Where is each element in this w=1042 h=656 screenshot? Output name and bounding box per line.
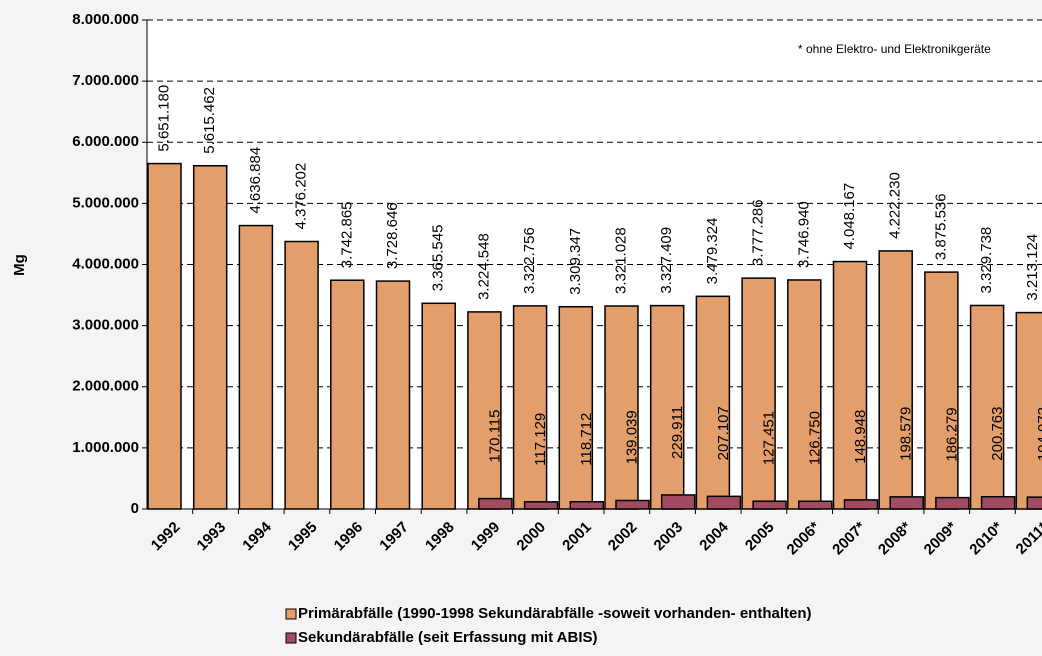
legend-label: Sekundärabfälle (seit Erfassung mit ABIS… (298, 629, 598, 646)
bar (467, 311, 502, 510)
bar (512, 305, 548, 510)
bar (649, 304, 685, 510)
value-label: 194.073 (1035, 407, 1042, 461)
value-label: 118.712 (578, 413, 595, 466)
bar (969, 304, 1005, 510)
value-label: 3.742.865 (338, 201, 355, 268)
value-label: 4.048.167 (841, 183, 858, 250)
value-label: 3.875.536 (932, 193, 949, 260)
value-label: 5.615.462 (201, 87, 218, 154)
bar (284, 240, 319, 510)
bar (238, 224, 274, 510)
bar (695, 295, 731, 510)
value-label: 207.107 (715, 406, 732, 460)
value-label: 126.750 (806, 411, 823, 465)
value-label: 3.479.324 (704, 218, 721, 285)
bar (787, 279, 822, 510)
value-label: 3.309.347 (567, 228, 584, 295)
bar (478, 497, 513, 510)
value-label: 4.222.230 (887, 172, 904, 239)
bar (147, 162, 182, 510)
bar (741, 277, 776, 510)
y-tick-label: 3.000.000 (72, 317, 139, 334)
bar (421, 302, 456, 510)
legend-label: Primärabfälle (1990-1998 Sekundärabfälle… (298, 605, 812, 622)
value-label: 3.321.028 (612, 227, 629, 294)
bar (832, 260, 868, 510)
bar (798, 500, 833, 510)
value-label: 3.728.646 (384, 202, 401, 269)
bar (192, 165, 228, 510)
value-label: 4.376.202 (293, 163, 310, 230)
annotation: * ohne Elektro- und Elektronikgeräte (798, 42, 991, 56)
value-label: 4.636.884 (247, 147, 264, 214)
value-label: 3.746.940 (795, 201, 812, 268)
y-tick-label: 6.000.000 (72, 133, 139, 150)
bar (558, 305, 594, 510)
bar (569, 500, 605, 510)
bar (330, 279, 365, 510)
value-label: 139.039 (623, 410, 640, 464)
y-tick-label: 7.000.000 (72, 72, 139, 89)
value-label: 3.224.548 (475, 233, 492, 300)
bar (615, 499, 650, 510)
value-label: 3.777.286 (750, 199, 767, 266)
bar (752, 500, 787, 510)
value-label: 3.329.738 (978, 227, 995, 294)
bar (604, 305, 639, 510)
y-axis-label: Mg (11, 254, 28, 276)
bar (523, 501, 559, 510)
y-tick-label: 8.000.000 (72, 11, 139, 28)
y-tick-label: 0 (131, 500, 139, 517)
legend-swatch (285, 608, 297, 620)
bar (935, 496, 970, 510)
bar (660, 494, 696, 510)
value-label: 5.651.180 (155, 85, 172, 152)
bar (375, 280, 411, 510)
value-label: 200.763 (989, 406, 1006, 460)
y-tick-label: 2.000.000 (72, 378, 139, 395)
y-tick-label: 4.000.000 (72, 255, 139, 272)
value-label: 117.129 (532, 413, 549, 466)
y-tick-label: 5.000.000 (72, 194, 139, 211)
bar (878, 250, 913, 510)
value-label: 3.327.409 (658, 227, 675, 294)
bar (980, 495, 1016, 510)
value-label: 198.579 (898, 407, 915, 461)
y-tick-label: 1.000.000 (72, 439, 139, 456)
bar (843, 499, 879, 510)
value-label: 3.322.756 (521, 227, 538, 294)
legend-swatch (285, 632, 297, 644)
value-label: 127.451 (761, 411, 778, 465)
bar (1026, 496, 1042, 510)
value-label: 186.279 (943, 407, 960, 461)
value-label: 170.115 (486, 409, 503, 462)
bar (889, 496, 924, 510)
value-label: 3.365.545 (430, 225, 447, 292)
value-label: 3.213.124 (1024, 234, 1041, 301)
value-label: 229.911 (669, 406, 686, 459)
bar (706, 495, 742, 510)
value-label: 148.948 (852, 410, 869, 464)
bar (924, 271, 959, 510)
